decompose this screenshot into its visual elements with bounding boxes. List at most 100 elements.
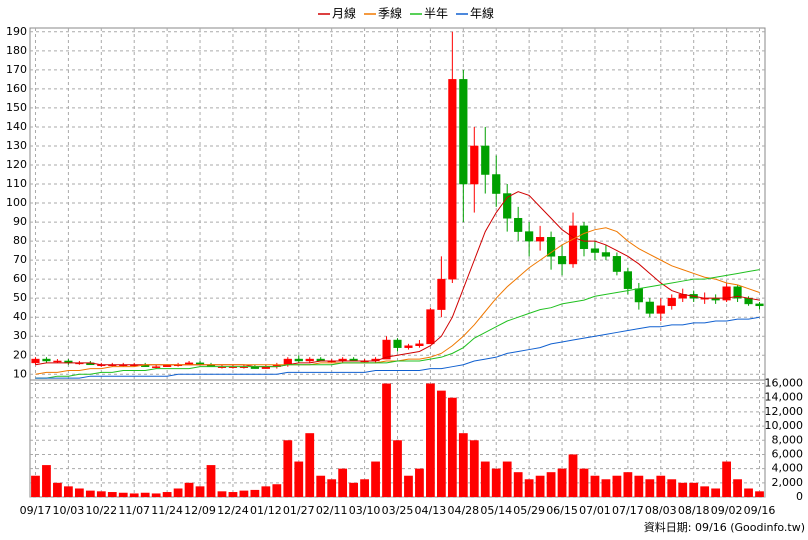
candle-body bbox=[42, 358, 51, 362]
volume-bar bbox=[678, 482, 688, 497]
volume-bar bbox=[195, 486, 205, 497]
candle-body bbox=[31, 358, 40, 364]
volume-bar bbox=[118, 492, 128, 497]
volume-bar bbox=[491, 468, 501, 497]
x-tick-label: 09/16 bbox=[744, 504, 776, 517]
y-tick-label: 60 bbox=[13, 272, 27, 285]
volume-bar bbox=[327, 479, 337, 497]
candle-body bbox=[415, 343, 424, 347]
volume-bar bbox=[217, 491, 227, 497]
volume-bar bbox=[667, 479, 677, 497]
volume-bar bbox=[96, 491, 106, 497]
volume-bar bbox=[261, 486, 271, 497]
volume-bar bbox=[590, 475, 600, 497]
candle-body bbox=[722, 286, 731, 301]
candle-body bbox=[305, 358, 314, 362]
y-tick-label: 100 bbox=[6, 196, 27, 209]
volume-bar bbox=[689, 482, 699, 497]
volume-bar bbox=[579, 468, 589, 497]
volume-bar bbox=[557, 468, 567, 497]
candle-body bbox=[557, 256, 567, 265]
y-tick-label: 8,000 bbox=[772, 433, 804, 446]
candle-body bbox=[634, 288, 643, 303]
ma-line bbox=[35, 316, 760, 379]
volume-bar bbox=[415, 468, 424, 497]
x-tick-label: 09/02 bbox=[711, 504, 743, 517]
volume-bar bbox=[700, 486, 710, 497]
candle-body bbox=[590, 248, 600, 253]
candle-body bbox=[623, 271, 632, 289]
y-tick-label: 4,000 bbox=[772, 462, 804, 475]
volume-bar bbox=[645, 479, 655, 497]
volume-bar bbox=[228, 492, 238, 497]
x-tick-label: 07/17 bbox=[612, 504, 644, 517]
candle-body bbox=[53, 360, 62, 363]
legend-label: 年線 bbox=[470, 6, 494, 21]
volume-bar bbox=[42, 465, 51, 497]
volume-bar bbox=[316, 475, 326, 497]
volume-bar bbox=[612, 475, 622, 497]
x-tick-label: 02/11 bbox=[316, 504, 348, 517]
volume-bar bbox=[294, 461, 304, 497]
volume-bar bbox=[711, 488, 721, 497]
x-tick-label: 11/24 bbox=[151, 504, 183, 517]
volume-bar bbox=[140, 492, 150, 497]
volume-bar bbox=[360, 479, 369, 497]
volume-bar bbox=[239, 490, 249, 497]
volume-bar bbox=[272, 484, 282, 497]
volume-bar bbox=[206, 465, 216, 497]
candle-body bbox=[459, 79, 468, 185]
volume-bar bbox=[623, 472, 633, 497]
y-tick-label: 2,000 bbox=[772, 476, 804, 489]
x-tick-label: 05/14 bbox=[480, 504, 512, 517]
x-tick-label: 03/25 bbox=[382, 504, 414, 517]
legend-label: 季線 bbox=[378, 6, 402, 21]
candle-body bbox=[579, 225, 589, 249]
volume-bar bbox=[722, 461, 731, 497]
volume-bar bbox=[107, 492, 117, 497]
x-tick-label: 08/18 bbox=[678, 504, 710, 517]
x-tick-label: 09/17 bbox=[20, 504, 52, 517]
volume-bar bbox=[733, 479, 742, 497]
candle-body bbox=[525, 231, 534, 242]
volume-bar bbox=[458, 433, 468, 497]
volume-bar bbox=[634, 475, 644, 497]
volume-bar bbox=[85, 490, 95, 497]
x-tick-label: 01/12 bbox=[250, 504, 282, 517]
y-tick-label: 170 bbox=[6, 63, 27, 76]
candle-body bbox=[645, 301, 654, 314]
volume-bar bbox=[426, 383, 435, 497]
candle-body bbox=[546, 237, 556, 257]
volume-bar bbox=[371, 461, 380, 497]
volume-bar bbox=[447, 397, 457, 497]
volume-bar bbox=[469, 440, 479, 497]
y-tick-label: 50 bbox=[13, 291, 27, 304]
volume-bar bbox=[53, 482, 62, 497]
candle-body bbox=[733, 286, 742, 299]
candle-body bbox=[612, 256, 621, 272]
y-tick-label: 150 bbox=[6, 101, 27, 114]
x-tick-label: 11/07 bbox=[118, 504, 150, 517]
volume-bar bbox=[162, 492, 172, 497]
y-tick-label: 0 bbox=[796, 490, 803, 503]
y-tick-label: 40 bbox=[13, 310, 27, 323]
volume-bar bbox=[129, 493, 139, 497]
x-tick-label: 07/01 bbox=[579, 504, 611, 517]
y-tick-label: 80 bbox=[13, 234, 27, 247]
y-tick-label: 12,000 bbox=[765, 405, 804, 418]
source-note: 資料日期: 09/16 (Goodinfo.tw) bbox=[644, 520, 805, 534]
volume-bar bbox=[568, 454, 578, 497]
y-tick-label: 160 bbox=[6, 82, 27, 95]
volume-bar bbox=[656, 475, 666, 497]
x-tick-label: 03/10 bbox=[349, 504, 381, 517]
volume-bar bbox=[755, 491, 764, 497]
volume-bar bbox=[338, 468, 348, 497]
candle-body bbox=[152, 366, 161, 368]
x-tick-label: 01/27 bbox=[283, 504, 315, 517]
ma-line bbox=[35, 269, 760, 379]
volume-bar bbox=[283, 440, 293, 497]
y-tick-label: 190 bbox=[6, 25, 27, 38]
y-tick-label: 180 bbox=[6, 44, 27, 57]
volume-bar bbox=[436, 390, 446, 497]
